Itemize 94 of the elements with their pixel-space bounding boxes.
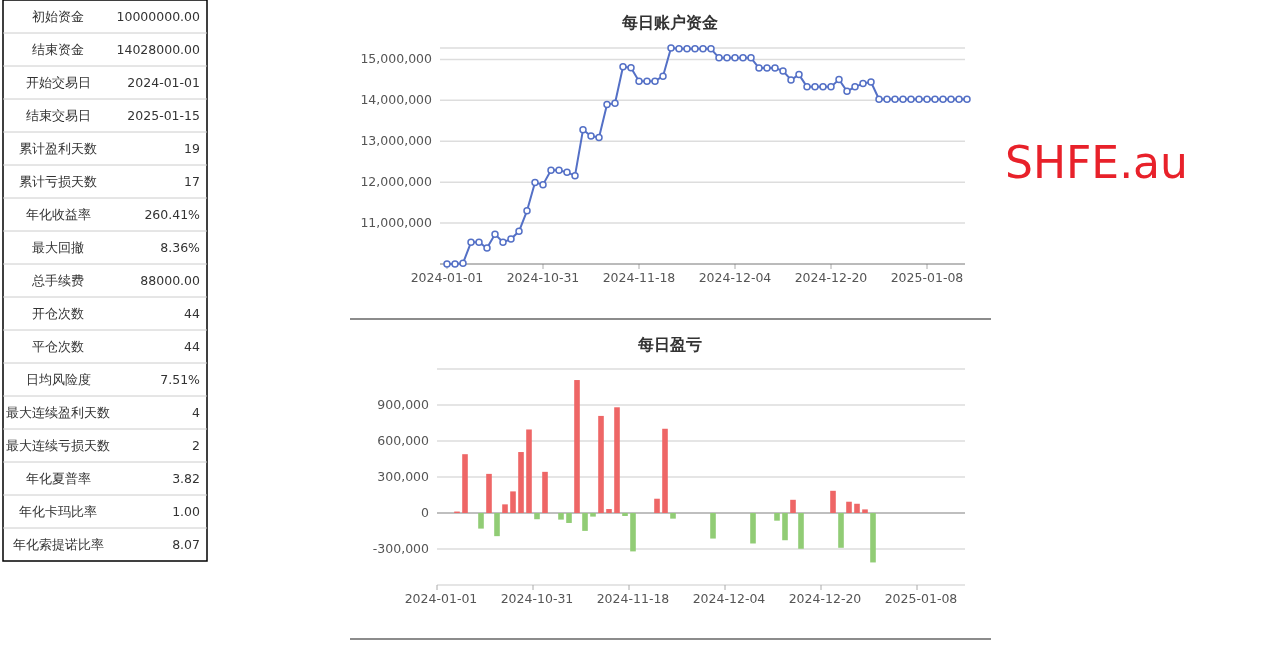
bar bbox=[846, 501, 852, 513]
bar bbox=[598, 415, 604, 513]
bar bbox=[830, 490, 836, 513]
bar bbox=[710, 513, 716, 539]
x-tick-label: 2024-11-18 bbox=[596, 591, 670, 606]
bar bbox=[798, 513, 804, 549]
bar bbox=[502, 504, 508, 513]
x-tick-label: 2024-01-01 bbox=[404, 591, 478, 606]
text: 4 bbox=[192, 404, 200, 420]
category-label: 累计盈利天数 bbox=[19, 140, 97, 156]
text: 44 bbox=[184, 338, 200, 354]
category-label: 年化卡玛比率 bbox=[19, 503, 97, 519]
bar bbox=[670, 513, 676, 519]
category-label: 总手续费 bbox=[31, 272, 84, 288]
x-tick-label: 2025-01-08 bbox=[890, 270, 964, 285]
category-label: 最大回撤 bbox=[32, 239, 84, 255]
bar bbox=[558, 513, 564, 520]
x-tick-label: 2024-01-01 bbox=[410, 270, 484, 285]
bar bbox=[622, 513, 628, 516]
text: 44 bbox=[184, 305, 200, 321]
chart-title: 每日账户资金 bbox=[621, 13, 718, 32]
bar bbox=[630, 513, 636, 552]
category-label: 最大连续盈利天数 bbox=[6, 404, 110, 420]
chart-title: 每日盈亏 bbox=[637, 335, 702, 354]
bar bbox=[606, 509, 612, 513]
bar bbox=[494, 513, 500, 537]
text: 88000.00 bbox=[140, 272, 200, 288]
bar bbox=[774, 513, 780, 521]
text: 2025-01-15 bbox=[127, 107, 200, 123]
x-tick-label: 2024-12-04 bbox=[698, 270, 772, 285]
bar bbox=[790, 499, 796, 513]
category-label: 平仓次数 bbox=[32, 338, 84, 354]
y-tick-label: 11,000,000 bbox=[360, 215, 433, 231]
category-label: 开仓次数 bbox=[32, 305, 84, 321]
bar bbox=[486, 473, 492, 513]
bar bbox=[750, 513, 756, 544]
category-label: 日均风险度 bbox=[25, 371, 91, 387]
x-tick-label: 2025-01-08 bbox=[884, 591, 958, 606]
bar bbox=[566, 513, 572, 523]
y-tick-label: 600,000 bbox=[377, 433, 430, 448]
bar bbox=[574, 380, 580, 513]
text: 8.07 bbox=[172, 536, 200, 552]
bar bbox=[462, 454, 468, 513]
text: 17 bbox=[184, 173, 200, 189]
text: 260.41% bbox=[144, 206, 200, 222]
category-label: 年化收益率 bbox=[25, 206, 91, 222]
category-label: 年化索提诺比率 bbox=[12, 536, 104, 552]
text: 2024-01-01 bbox=[127, 74, 200, 90]
text: SHFE.au bbox=[1005, 137, 1188, 188]
category-label: 累计亏损天数 bbox=[19, 173, 97, 189]
text: 19 bbox=[184, 140, 200, 156]
text: 2 bbox=[192, 437, 200, 453]
bar bbox=[870, 513, 876, 563]
y-tick-label: 900,000 bbox=[377, 397, 430, 412]
text: 1.00 bbox=[172, 503, 200, 519]
bar bbox=[614, 407, 620, 513]
text: 8.36% bbox=[160, 239, 200, 255]
text: 3.82 bbox=[172, 470, 200, 486]
bar bbox=[510, 491, 516, 513]
bar bbox=[582, 513, 588, 531]
x-tick-label: 2024-10-31 bbox=[500, 591, 574, 606]
category-label: 最大连续亏损天数 bbox=[6, 437, 110, 453]
bar bbox=[534, 513, 540, 520]
category-label: 结束资金 bbox=[32, 41, 84, 57]
bar bbox=[478, 513, 484, 529]
y-tick-label: 13,000,000 bbox=[360, 133, 433, 149]
bar bbox=[862, 509, 868, 513]
x-tick-label: 2024-11-18 bbox=[602, 270, 676, 285]
bar bbox=[526, 429, 532, 513]
bar bbox=[654, 498, 660, 513]
category-label: 结束交易日 bbox=[25, 107, 91, 123]
x-tick-label: 2024-10-31 bbox=[506, 270, 580, 285]
category-label: 开始交易日 bbox=[25, 74, 91, 90]
bar bbox=[590, 513, 596, 517]
y-tick-label: 15,000,000 bbox=[360, 51, 433, 67]
y-tick-label: 12,000,000 bbox=[360, 174, 433, 190]
bar bbox=[542, 471, 548, 513]
category-label: 年化夏普率 bbox=[25, 470, 91, 486]
text: 10000000.00 bbox=[116, 8, 200, 24]
bar bbox=[854, 503, 860, 513]
x-tick-label: 2024-12-20 bbox=[794, 270, 868, 285]
bar bbox=[518, 452, 524, 513]
y-tick-label: 300,000 bbox=[377, 469, 430, 484]
bar bbox=[782, 513, 788, 541]
y-tick-label: -300,000 bbox=[372, 541, 430, 556]
text: 14028000.00 bbox=[116, 41, 200, 57]
x-tick-label: 2024-12-04 bbox=[692, 591, 766, 606]
bar bbox=[662, 428, 668, 513]
text: 7.51% bbox=[160, 371, 200, 387]
y-tick-label: 14,000,000 bbox=[360, 92, 433, 108]
category-label: 初始资金 bbox=[32, 8, 84, 24]
bar bbox=[838, 513, 844, 548]
y-tick-label: 0 bbox=[421, 505, 430, 520]
x-tick-label: 2024-12-20 bbox=[788, 591, 862, 606]
